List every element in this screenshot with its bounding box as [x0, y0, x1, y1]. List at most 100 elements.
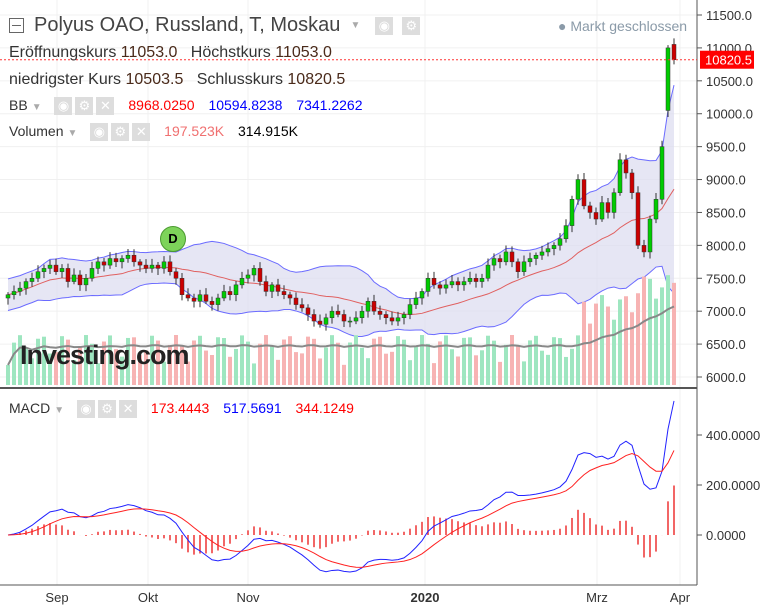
gear-icon[interactable]: ⚙: [111, 123, 130, 142]
candle-body: [437, 284, 443, 289]
volume-bar: [78, 346, 82, 385]
macd-label[interactable]: MACD: [9, 400, 51, 416]
candle-body: [635, 192, 641, 246]
volume-bar: [474, 355, 478, 385]
candle-body: [149, 264, 155, 269]
volume-bar: [432, 363, 436, 385]
volume-bar: [90, 343, 94, 385]
candle-body: [95, 261, 101, 269]
volume-bar: [360, 347, 364, 385]
volume-bar: [516, 345, 520, 385]
candle-body: [401, 314, 407, 319]
candle-body: [605, 202, 611, 213]
eye-icon[interactable]: ◉: [77, 400, 96, 419]
volume-bar: [66, 339, 70, 385]
candle-body: [599, 202, 605, 220]
candle-body: [371, 301, 377, 312]
candle-body: [5, 294, 11, 299]
chevron-down-icon[interactable]: ▼: [31, 102, 42, 113]
eye-icon[interactable]: ◉: [90, 123, 109, 142]
candle-body: [245, 274, 251, 279]
close-icon[interactable]: ✕: [119, 400, 138, 419]
volume-bar: [132, 337, 136, 385]
candle-body: [617, 159, 623, 193]
candle-body: [485, 264, 491, 279]
close-icon[interactable]: ✕: [132, 123, 151, 142]
gear-icon[interactable]: ⚙: [75, 97, 94, 116]
candle-body: [155, 264, 161, 269]
volume-bar: [210, 355, 214, 385]
volume-bar: [588, 323, 592, 385]
volume-bar: [192, 340, 196, 385]
close-icon[interactable]: ✕: [96, 97, 115, 116]
volume-bar: [72, 360, 76, 385]
volume-bar: [540, 350, 544, 385]
volume-bar: [294, 352, 298, 385]
volume-bar: [408, 360, 412, 385]
volume-bar: [216, 337, 220, 385]
candle-body: [257, 268, 263, 282]
bb-upper: 10594.8238: [208, 97, 283, 113]
volume-bar: [576, 335, 580, 385]
volume-bar: [102, 341, 106, 385]
volume-bar: [60, 336, 64, 385]
volume-bar: [264, 335, 268, 385]
candle-body: [497, 258, 503, 263]
price-tick-label: 7500.0: [706, 271, 746, 286]
candle-body: [455, 281, 461, 286]
volume-legend: Volumen ▼ ◉ ⚙ ✕ 197.523K 314.915K: [9, 123, 298, 142]
investing-logo: Investing.com: [20, 340, 190, 371]
chevron-down-icon[interactable]: ▼: [54, 405, 65, 416]
chart-title: Polyus OAO, Russland, T, Moskau ▼ ◉ ⚙: [9, 14, 421, 37]
volume-bar: [444, 335, 448, 385]
collapse-icon[interactable]: [9, 18, 24, 33]
bb-label[interactable]: BB: [9, 97, 28, 113]
candle-body: [53, 264, 59, 272]
candle-body: [251, 268, 257, 276]
bb-upper-line: [7, 84, 675, 300]
volume-bar: [126, 337, 130, 385]
volume-bar: [336, 342, 340, 385]
volume-bar: [642, 276, 646, 385]
eye-icon[interactable]: ◉: [54, 97, 73, 116]
candle-body: [629, 172, 635, 193]
chevron-down-icon[interactable]: ▼: [350, 20, 361, 31]
candle-body: [197, 294, 203, 302]
chevron-down-icon[interactable]: ▼: [67, 128, 78, 139]
candle-body: [491, 258, 497, 266]
instrument-title[interactable]: Polyus OAO, Russland, T, Moskau: [34, 14, 341, 36]
volume-bar: [504, 344, 508, 385]
candle-body: [77, 274, 83, 286]
volume-bar: [258, 343, 262, 385]
volume-label[interactable]: Volumen: [9, 123, 64, 139]
candle-body: [665, 47, 671, 111]
candle-body: [233, 284, 239, 295]
dividend-badge[interactable]: D: [160, 226, 186, 252]
macd-v2: 517.5691: [223, 400, 282, 416]
gear-icon[interactable]: ⚙: [98, 400, 117, 419]
close-value: 10820.5: [287, 71, 346, 88]
macd-pane: [0, 387, 697, 573]
candle-body: [611, 192, 617, 213]
eye-icon[interactable]: ◉: [375, 16, 394, 35]
volume-bar: [276, 359, 280, 385]
candle-body: [119, 258, 125, 263]
candle-body: [587, 205, 593, 213]
volume-bar: [600, 295, 604, 385]
volume-bar: [234, 348, 238, 385]
candle-body: [239, 278, 245, 286]
candle-body: [281, 291, 287, 295]
volume-bar: [510, 335, 514, 385]
candle-body: [59, 268, 65, 272]
volume-bar: [498, 361, 502, 385]
low-value: 10503.5: [125, 71, 184, 88]
candle-body: [29, 278, 35, 282]
price-tick-label: 10500.0: [706, 74, 753, 89]
volume-bar: [84, 335, 88, 385]
candle-body: [17, 287, 23, 292]
gear-icon[interactable]: ⚙: [402, 16, 421, 35]
candle-body: [551, 245, 557, 249]
bb-lower: 7341.2262: [296, 97, 363, 113]
